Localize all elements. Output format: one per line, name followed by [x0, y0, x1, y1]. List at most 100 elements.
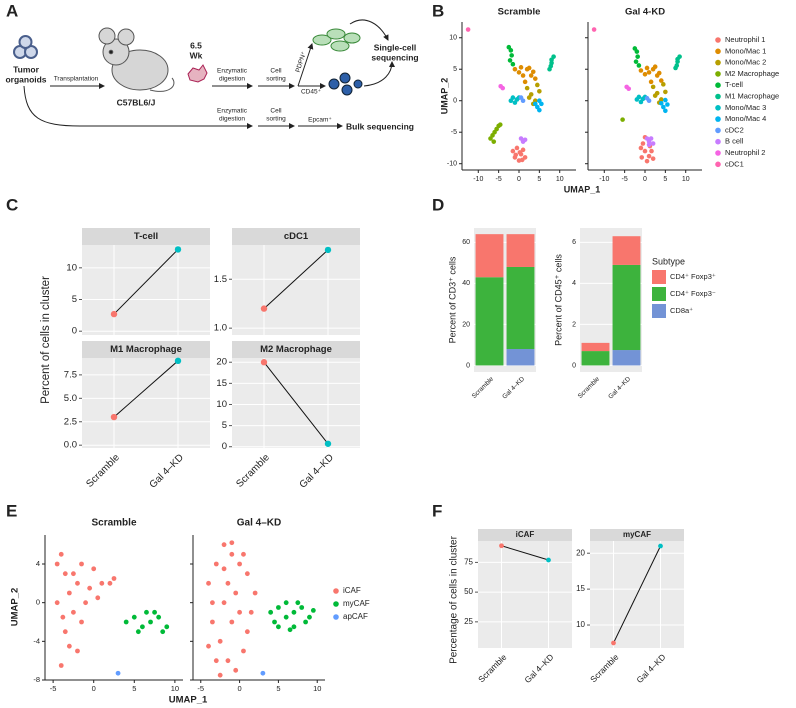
y-tick-label: 15	[576, 584, 585, 593]
point	[520, 147, 526, 153]
y-tick-label: 0.0	[64, 440, 77, 451]
x-tick-label: -5	[50, 684, 57, 693]
diagram-text: digestion	[219, 76, 245, 83]
point	[272, 619, 277, 625]
legend-label: Mono/Mac 2	[725, 58, 766, 67]
point	[217, 638, 223, 644]
facet-title: Gal 4–KD	[237, 518, 281, 529]
point	[644, 65, 650, 71]
point	[509, 53, 514, 58]
y-tick-label: 0	[36, 598, 40, 607]
point	[60, 614, 66, 620]
x-tick-label: -5	[496, 176, 502, 183]
point	[83, 600, 88, 606]
point	[160, 629, 166, 635]
y-tick-label: 2.5	[64, 416, 77, 427]
point	[465, 27, 471, 32]
point	[229, 619, 235, 625]
point	[611, 640, 616, 646]
legend-label: Neutrophil 2	[725, 148, 765, 157]
point	[131, 614, 137, 620]
legend-swatch	[715, 150, 721, 156]
point	[518, 65, 524, 70]
legend-swatch	[715, 48, 721, 55]
point	[152, 609, 157, 615]
organoid-icon	[13, 35, 38, 59]
x-tick-label: 0	[238, 684, 242, 693]
fibroblast-icon	[312, 28, 361, 52]
point	[636, 94, 642, 100]
diagram-text: Cell	[270, 108, 282, 115]
facet-strip	[82, 341, 210, 358]
legend-label: apCAF	[343, 612, 368, 621]
point	[646, 98, 652, 104]
y-tick-label: 60	[462, 239, 470, 246]
series-line	[263, 361, 329, 445]
y-tick-label: 50	[464, 587, 473, 596]
point	[674, 63, 680, 68]
diagram-text: CD45⁺	[301, 89, 321, 96]
point	[522, 79, 528, 85]
legend-label: M2 Macrophage	[725, 69, 779, 78]
facet-strip	[590, 529, 684, 541]
point	[87, 585, 93, 591]
x-tick-label: Gal 4–KD	[607, 375, 632, 400]
plot-background	[82, 245, 210, 335]
legend-label: myCAF	[343, 599, 370, 608]
legend-label: T-cell	[725, 80, 743, 89]
point	[252, 590, 258, 596]
y-tick-label: 20	[576, 548, 585, 557]
x-tick-label: Gal 4–KD	[501, 375, 526, 400]
y-tick-label: 0	[72, 326, 77, 337]
y-tick-label: 75	[464, 558, 473, 567]
arrow	[297, 43, 314, 87]
y-tick-label: 20	[216, 357, 227, 368]
point	[510, 95, 516, 100]
legend-label: Neutrophil 1	[725, 35, 765, 44]
x-tick-label: -10	[473, 176, 483, 183]
x-tick-label: 10	[556, 176, 564, 183]
y-tick-label: -5	[451, 129, 457, 136]
point	[54, 561, 60, 567]
point	[650, 84, 656, 90]
point	[71, 571, 76, 577]
point	[638, 68, 644, 73]
point	[532, 76, 538, 81]
y-tick-label: 2	[572, 321, 576, 328]
diagram-text: Wk	[190, 50, 203, 60]
point	[260, 670, 266, 676]
point	[650, 156, 656, 161]
legend-swatch	[715, 127, 721, 134]
point	[537, 107, 542, 113]
point	[79, 561, 84, 567]
point	[526, 95, 532, 100]
point	[652, 64, 658, 70]
arrow	[23, 85, 253, 129]
y-tick-label: -8	[33, 675, 40, 684]
point	[646, 142, 652, 148]
panel-label: B	[432, 1, 444, 20]
point	[299, 605, 305, 610]
point	[307, 614, 312, 620]
bar-segment	[475, 277, 504, 366]
point	[229, 540, 235, 546]
legend-swatch	[652, 287, 666, 301]
point	[276, 605, 281, 610]
point	[260, 305, 268, 312]
legend-swatch	[715, 138, 721, 145]
point	[524, 85, 530, 91]
y-tick-label: 10	[216, 399, 227, 410]
point	[111, 576, 117, 581]
point	[54, 600, 60, 606]
point	[213, 658, 219, 664]
point	[661, 82, 666, 87]
legend-swatch	[652, 270, 666, 284]
y-tick-label: 7.5	[64, 369, 77, 380]
facet-title: cDC1	[284, 231, 309, 242]
point	[206, 643, 211, 649]
point	[508, 48, 514, 53]
facet-title: T-cell	[134, 231, 158, 242]
point	[244, 629, 250, 635]
point	[66, 643, 72, 649]
point	[140, 624, 145, 630]
